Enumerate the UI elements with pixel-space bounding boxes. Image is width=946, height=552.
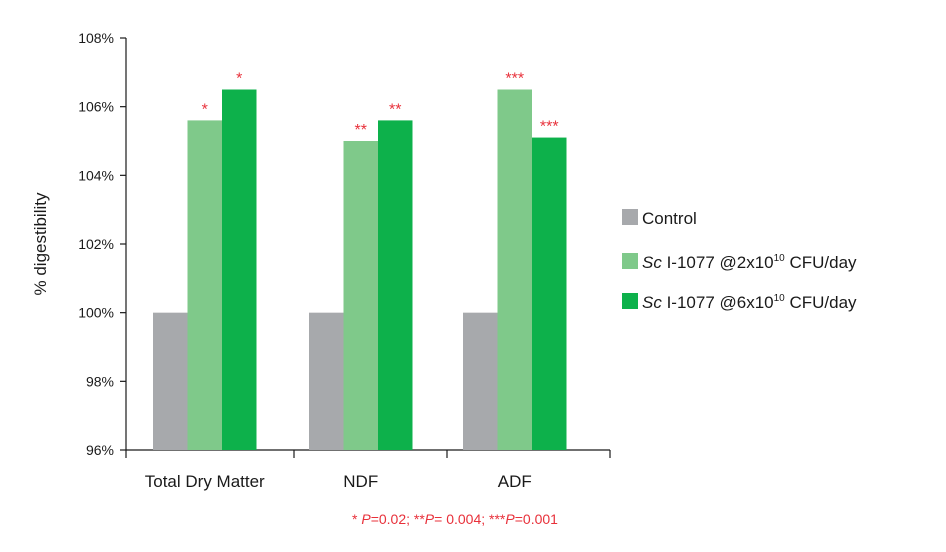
footnote-p: P: [425, 511, 435, 527]
legend-entry-suffix: CFU/day: [785, 293, 857, 312]
legend-swatch: [622, 253, 638, 269]
significance-label: ***: [540, 119, 559, 136]
y-tick-label: 102%: [78, 236, 114, 252]
footnote-p: P: [361, 511, 371, 527]
bar-1-1: [343, 141, 378, 450]
footnote-stars: ***: [489, 511, 506, 527]
y-tick-label: 106%: [78, 99, 114, 115]
y-tick-label: 104%: [78, 167, 114, 183]
legend-entry-text: I-1077 @6x10: [662, 293, 774, 312]
y-tick-label: 108%: [78, 30, 114, 46]
bar-2-0: [222, 89, 257, 450]
bar-2-2: [532, 137, 567, 451]
legend-entry: Sc I-1077 @2x1010 CFU/day: [642, 253, 857, 272]
legend-entry-suffix: CFU/day: [785, 253, 857, 272]
x-category-label: NDF: [343, 472, 378, 491]
significance-label: ***: [505, 71, 524, 88]
legend-entry-italic: Sc: [642, 293, 662, 312]
legend-entry: Sc I-1077 @6x1010 CFU/day: [642, 293, 857, 312]
y-axis-label: % digestibility: [31, 192, 50, 295]
legend-entry-italic: Sc: [642, 253, 662, 272]
footnote-p: P: [505, 511, 515, 527]
bar-1-0: [187, 120, 222, 451]
x-category-label: ADF: [498, 472, 532, 491]
footnote-stars: *: [352, 511, 361, 527]
legend-swatch: [622, 209, 638, 225]
legend-entry: Control: [642, 209, 697, 228]
significance-footnote: * P=0.02; **P= 0.004; ***P=0.001: [352, 511, 558, 527]
legend-swatch: [622, 293, 638, 309]
bar-1-2: [497, 89, 532, 450]
footnote-value: = 0.004;: [434, 511, 489, 527]
y-tick-label: 98%: [86, 373, 114, 389]
x-category-label: Total Dry Matter: [145, 472, 265, 491]
legend-entry-superscript: 10: [774, 253, 786, 264]
legend-entry-text: I-1077 @2x10: [662, 253, 774, 272]
legend-entry-text: Control: [642, 209, 697, 228]
footnote-value: =0.02;: [371, 511, 414, 527]
bar-0-0: [153, 312, 188, 450]
y-tick-label: 96%: [86, 442, 114, 458]
bar-0-1: [309, 312, 344, 450]
footnote-stars: **: [414, 511, 425, 527]
footnote-value: =0.001: [515, 511, 558, 527]
bar-2-1: [378, 120, 413, 451]
significance-label: *: [202, 101, 208, 118]
bar-0-2: [463, 312, 498, 450]
significance-label: **: [389, 101, 401, 118]
significance-label: *: [236, 71, 242, 88]
significance-label: **: [355, 122, 367, 139]
legend-entry-superscript: 10: [774, 293, 786, 304]
y-tick-label: 100%: [78, 305, 114, 321]
